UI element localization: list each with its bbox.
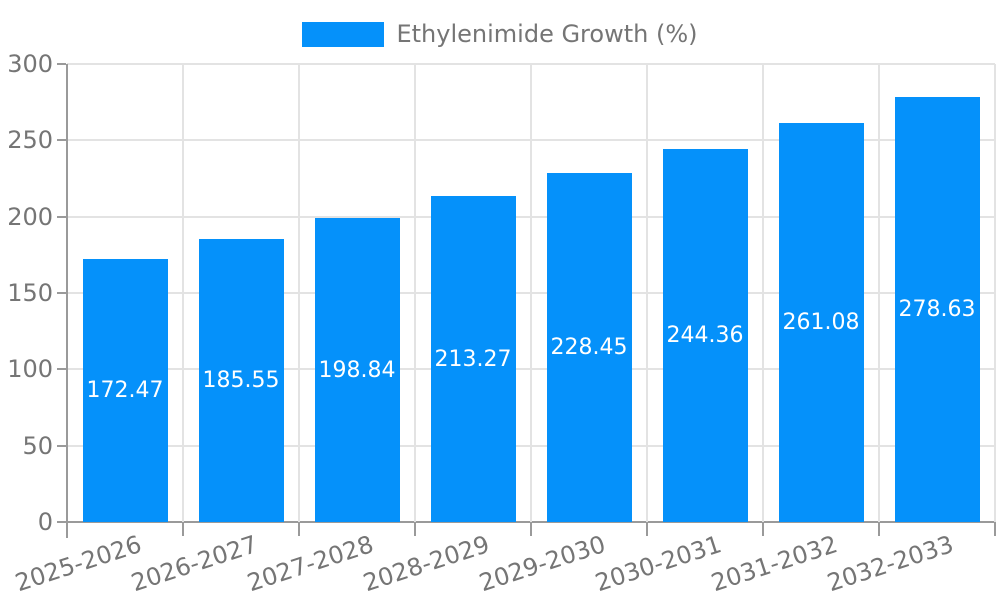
x-tick-mark (530, 522, 532, 536)
y-tick-mark (57, 292, 66, 294)
x-tick-label: 2029-2030 (475, 530, 610, 598)
bar-value-label: 185.55 (202, 367, 280, 393)
bar[interactable]: 244.36 (662, 148, 748, 522)
x-tick-mark (182, 522, 184, 536)
x-tick-mark (298, 522, 300, 536)
y-tick-label: 200 (7, 202, 53, 231)
gridline (762, 64, 764, 522)
x-tick-mark (646, 522, 648, 536)
bar[interactable]: 198.84 (314, 218, 400, 522)
y-tick-label: 50 (22, 431, 53, 460)
x-tick-label: 2031-2032 (707, 530, 842, 598)
x-tick-label: 2032-2033 (823, 530, 958, 598)
bar-value-label: 244.36 (666, 322, 744, 348)
y-tick-mark (57, 521, 66, 523)
gridline (878, 64, 880, 522)
bar[interactable]: 172.47 (82, 258, 168, 522)
x-tick-mark (66, 522, 68, 536)
bar-value-label: 261.08 (782, 310, 860, 336)
gridline (298, 64, 300, 522)
y-tick-mark (57, 139, 66, 142)
y-tick-label: 150 (7, 279, 53, 307)
gridline (182, 64, 184, 522)
bar[interactable]: 228.45 (546, 173, 632, 522)
x-tick-label: 2027-2028 (243, 530, 378, 598)
y-tick-label: 250 (7, 126, 53, 155)
bar[interactable]: 278.63 (894, 96, 980, 522)
y-tick-label: 100 (7, 355, 53, 384)
y-tick-label: 300 (7, 50, 53, 78)
x-tick-mark (878, 522, 880, 536)
gridline (530, 64, 532, 522)
x-tick-label: 2025-2026 (11, 530, 146, 598)
x-tick-mark (994, 522, 996, 536)
bar-value-label: 228.45 (550, 335, 628, 361)
bar[interactable]: 261.08 (778, 123, 864, 522)
legend-series-label: Ethylenimide Growth (%) (396, 20, 698, 48)
legend-color-swatch[interactable] (302, 21, 385, 47)
gridline (414, 64, 416, 522)
x-tick-mark (414, 522, 416, 536)
bar-value-label: 213.27 (434, 346, 512, 372)
bar-value-label: 278.63 (898, 296, 976, 322)
x-tick-mark (762, 522, 764, 536)
y-tick-mark (57, 63, 66, 65)
y-tick-mark (57, 368, 66, 371)
gridline (994, 64, 996, 522)
bar-value-label: 198.84 (318, 357, 396, 383)
x-tick-label: 2028-2029 (359, 530, 494, 598)
x-tick-label: 2026-2027 (127, 530, 262, 598)
y-axis-line (66, 64, 68, 538)
gridline (646, 64, 648, 522)
bar[interactable]: 185.55 (198, 238, 284, 522)
y-tick-mark (57, 444, 66, 447)
bar-value-label: 172.47 (86, 377, 164, 403)
y-tick-mark (57, 215, 66, 218)
bar[interactable]: 213.27 (430, 196, 516, 522)
x-tick-label: 2030-2031 (591, 530, 726, 598)
chart-legend: Ethylenimide Growth (%) (0, 18, 1000, 50)
y-tick-label: 0 (37, 508, 53, 536)
